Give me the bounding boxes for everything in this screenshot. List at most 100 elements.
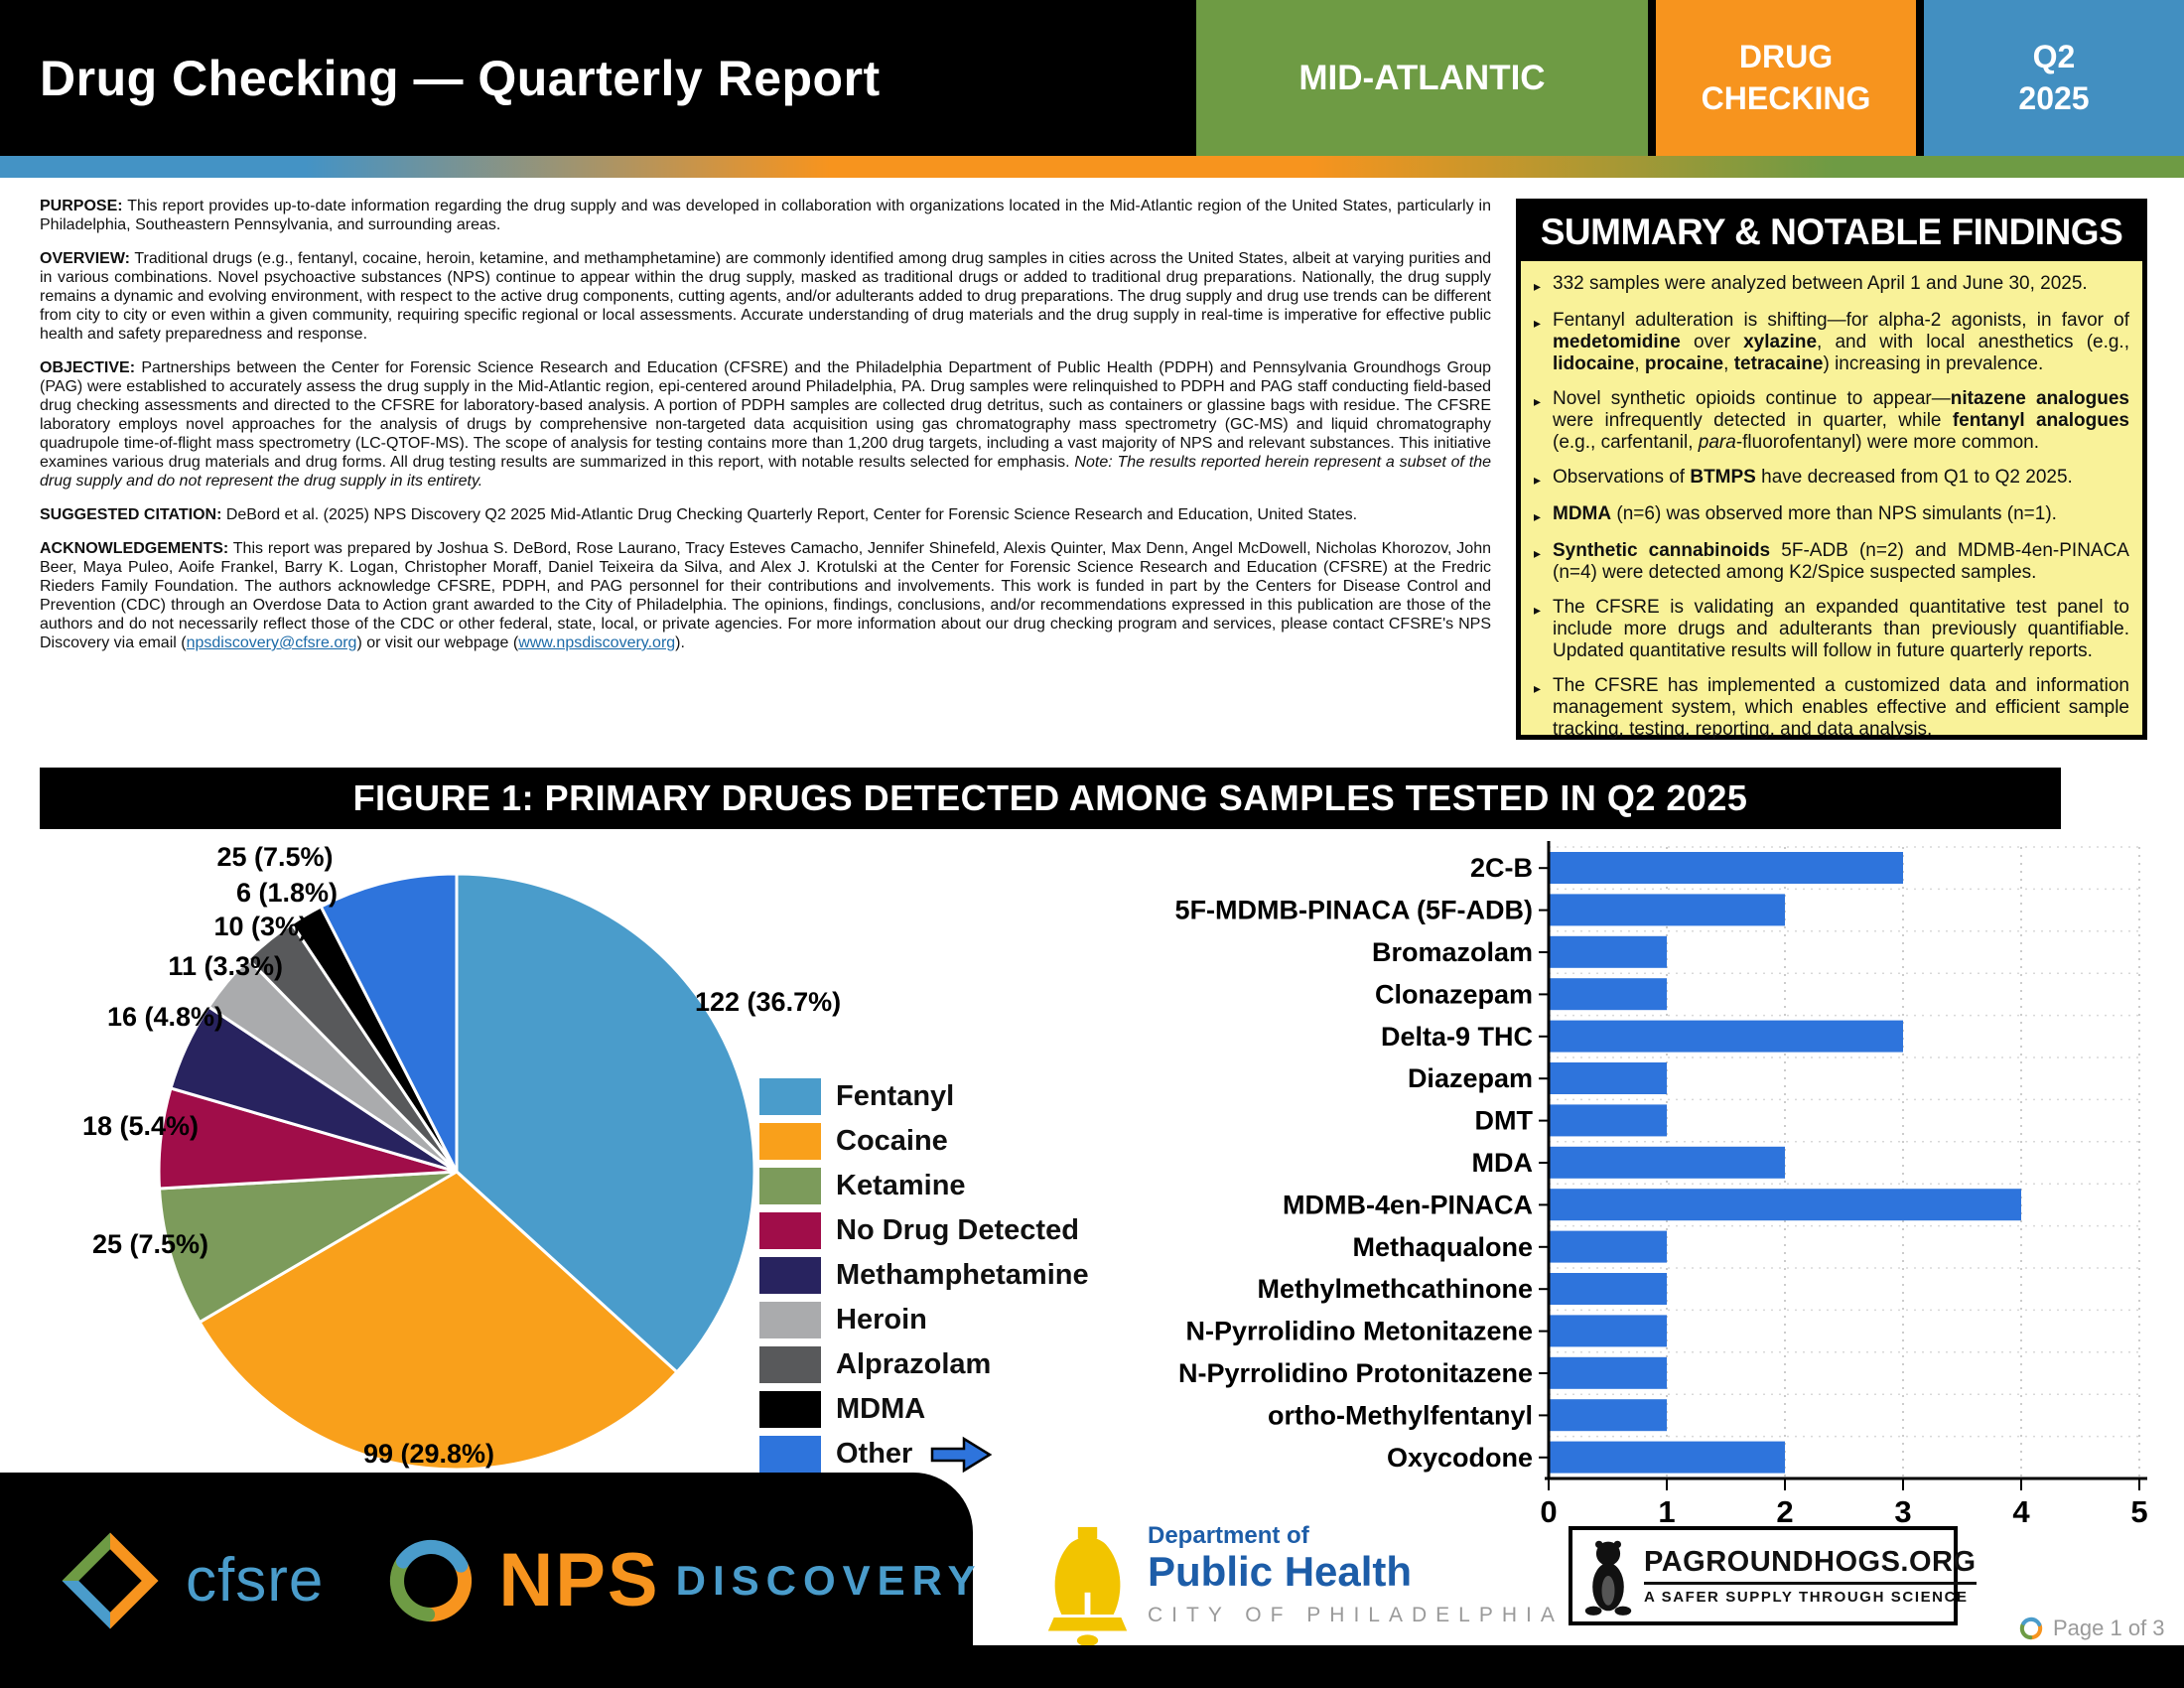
pie-slice-fentanyl: [455, 872, 756, 1375]
text-run: OBJECTIVE:: [40, 359, 136, 376]
text-run: ) or visit our webpage (: [356, 634, 519, 651]
bar-category-label: DMT: [1475, 1106, 1534, 1136]
bullet-marker-icon: ▸: [1534, 393, 1542, 409]
pie-slice-cocaine: [198, 1170, 680, 1472]
nps-wordmark: NPS: [498, 1538, 660, 1622]
text-run: , and with local anesthetics (e.g.,: [1817, 332, 2129, 352]
bullet-marker-icon: ▸: [1534, 315, 1542, 331]
figure-title: FIGURE 1: PRIMARY DRUGS DETECTED AMONG S…: [40, 768, 2061, 829]
page-title: Drug Checking — Quarterly Report: [40, 50, 881, 106]
inline-link[interactable]: www.npsdiscovery.org: [518, 634, 676, 651]
legend-swatch: [759, 1346, 821, 1383]
legend-item-fentanyl: Fentanyl: [759, 1078, 1089, 1115]
text-run: SUGGESTED CITATION:: [40, 506, 222, 523]
legend-swatch: [759, 1436, 821, 1473]
pie-value-label: 11 (3.3%): [168, 951, 283, 981]
text-run: have decreased from Q1 to Q2 2025.: [1755, 467, 2073, 488]
text-run: Fentanyl adulteration is shifting—for al…: [1553, 310, 2129, 331]
summary-bullet-6: ▸ Synthetic cannabinoids 5F-ADB (n=2) and…: [1534, 540, 2129, 584]
section-purpose: PURPOSE: This report provides up-to-date…: [40, 197, 1491, 234]
bar-delta-9-thc: [1549, 1020, 1903, 1053]
bar-mda: [1549, 1146, 1785, 1179]
legend-label: Alprazolam: [836, 1348, 992, 1380]
bar-ortho-methylfentanyl: [1549, 1399, 1667, 1432]
cfsre-logo-icon: [62, 1531, 159, 1629]
legend-swatch: [759, 1078, 821, 1115]
bullet-text: Novel synthetic opioids continue to appe…: [1553, 388, 2129, 454]
legend-label: Other: [836, 1438, 913, 1470]
legend-item-other: Other: [759, 1436, 1089, 1473]
bar-2c-b: [1549, 852, 1903, 884]
bullet-text: The CFSRE is validating an expanded quan…: [1553, 597, 2129, 662]
text-run: -fluorofentanyl) were more common.: [1735, 432, 2039, 453]
pie-value-label: 6 (1.8%): [236, 878, 338, 908]
bar-category-label: Methaqualone: [1352, 1232, 1533, 1262]
inline-link[interactable]: npsdiscovery@cfsre.org: [186, 634, 357, 651]
groundhogs-rule: [1644, 1582, 1977, 1585]
bar-oxycodone: [1549, 1441, 1785, 1474]
summary-bullet-1: ▸ 332 samples were analyzed between April…: [1534, 273, 2129, 297]
text-run: PURPOSE:: [40, 198, 123, 214]
bullet-marker-icon: ▸: [1534, 680, 1542, 696]
bar-category-label: 2C-B: [1470, 853, 1533, 883]
bar-category-label: ortho-Methylfentanyl: [1268, 1400, 1533, 1430]
text-run: This report provides up-to-date informat…: [40, 198, 1491, 233]
summary-box: SUMMARY & NOTABLE FINDINGS ▸ 332 samples …: [1516, 199, 2147, 740]
bar-category-label: Oxycodone: [1387, 1443, 1533, 1473]
text-run: Note: The results reported herein repres…: [40, 454, 1491, 490]
summary-bullet-7: ▸ The CFSRE is validating an expanded qua…: [1534, 597, 2129, 662]
summary-bullet-list: ▸ 332 samples were analyzed between April…: [1521, 261, 2142, 741]
program-line2: CHECKING: [1701, 79, 1871, 116]
bar-diazepam: [1549, 1062, 1667, 1094]
summary-title: SUMMARY & NOTABLE FINDINGS: [1521, 204, 2142, 261]
section-acknowledgements: ACKNOWLEDGEMENTS: This report was prepar…: [40, 539, 1491, 652]
legend-swatch: [759, 1123, 821, 1160]
bullet-marker-icon: ▸: [1534, 278, 1542, 294]
bullet-marker-icon: ▸: [1534, 472, 1542, 488]
bullet-text: MDMA (n=6) was observed more than NPS si…: [1553, 503, 2057, 527]
section-citation: SUGGESTED CITATION: DeBord et al. (2025)…: [40, 505, 1491, 524]
pie-slice-other: [319, 872, 459, 1173]
legend-swatch: [759, 1257, 821, 1294]
dph-line1: Department of: [1148, 1522, 1309, 1549]
pie-value-label: 16 (4.8%): [107, 1002, 223, 1032]
bullet-text: Observations of BTMPS have decreased fro…: [1553, 467, 2073, 491]
bar-5f-mdmb-pinaca-5f-adb-: [1549, 894, 1785, 926]
bullet-text: 332 samples were analyzed between April …: [1553, 273, 2088, 297]
legend-label: Cocaine: [836, 1125, 948, 1157]
bar-category-label: Methylmethcathinone: [1257, 1274, 1533, 1304]
bar-category-label: Bromazolam: [1372, 937, 1533, 967]
summary-bullet-3: ▸ Novel synthetic opioids continue to app…: [1534, 388, 2129, 454]
text-run: OVERVIEW:: [40, 250, 130, 267]
text-run: medetomidine: [1553, 332, 1681, 352]
pie-value-label: 25 (7.5%): [92, 1229, 208, 1259]
bullet-marker-icon: ▸: [1534, 545, 1542, 561]
text-run: The CFSRE has implemented a customized d…: [1553, 675, 2129, 740]
arrow-right-icon: [930, 1435, 993, 1475]
nps-swirl-icon: [390, 1539, 473, 1621]
legend-label: No Drug Detected: [836, 1214, 1079, 1246]
bullet-marker-icon: ▸: [1534, 602, 1542, 618]
legend-item-methamphetamine: Methamphetamine: [759, 1257, 1089, 1294]
header-gradient-bar: [0, 156, 2184, 178]
quarter-line2: 2025: [2018, 79, 2090, 116]
text-run: 5F-ADB (n=2) and MDMB-4en-PINACA (n=4) w…: [1553, 540, 2129, 583]
legend-swatch: [759, 1302, 821, 1338]
bar-category-label: 5F-MDMB-PINACA (5F-ADB): [1175, 896, 1533, 925]
bottom-bar: [0, 1645, 2184, 1688]
program-line1: DRUG: [1738, 38, 1834, 74]
bar-mdmb-4en-pinaca: [1549, 1189, 2021, 1221]
bullet-text: The CFSRE has implemented a customized d…: [1553, 675, 2129, 741]
bullet-text: Fentanyl adulteration is shifting—for al…: [1553, 310, 2129, 375]
legend-label: MDMA: [836, 1393, 926, 1425]
text-run: (n=6) was observed more than NPS simulan…: [1611, 503, 2057, 524]
summary-bullet-4: ▸ Observations of BTMPS have decreased fr…: [1534, 467, 2129, 491]
text-run: DeBord et al. (2025) NPS Discovery Q2 20…: [221, 506, 1358, 523]
groundhogs-text: PAGROUNDHOGS.ORG A SAFER SUPPLY THROUGH …: [1644, 1546, 1977, 1606]
x-tick-label: 0: [1540, 1494, 1557, 1529]
summary-bullet-8: ▸ The CFSRE has implemented a customized …: [1534, 675, 2129, 741]
text-run: ,: [1634, 353, 1645, 374]
cfsre-wordmark: cfsre: [186, 1546, 325, 1615]
legend-label: Heroin: [836, 1304, 927, 1336]
dph-line3: CITY OF PHILADELPHIA: [1148, 1604, 1564, 1627]
